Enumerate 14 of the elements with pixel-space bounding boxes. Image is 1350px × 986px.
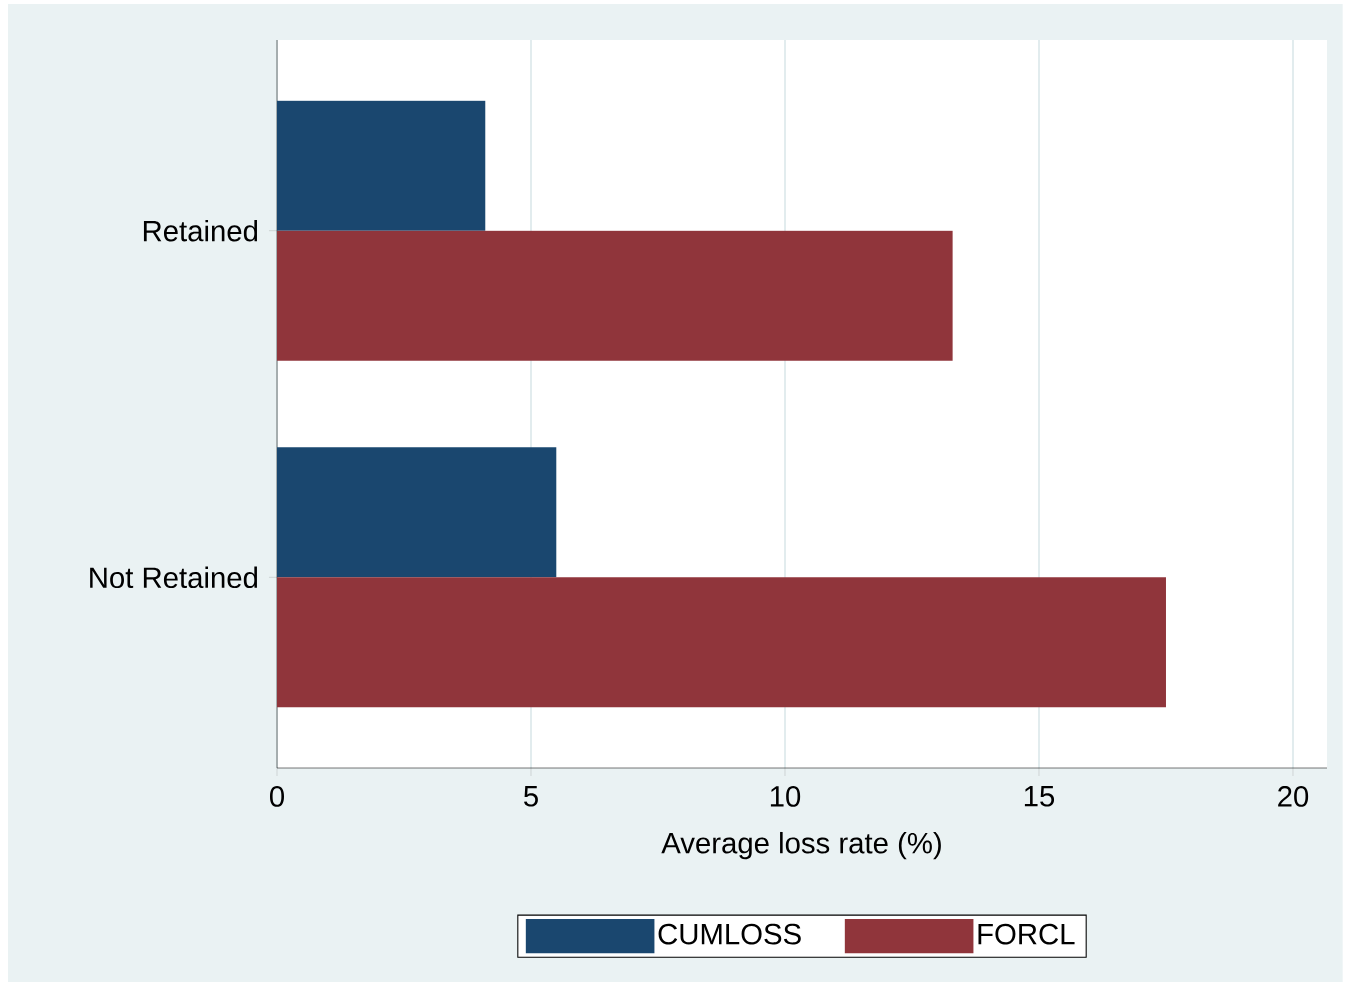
x-tick-label: 20	[1278, 786, 1309, 807]
bar	[277, 577, 1166, 708]
legend-label: FORCL	[978, 923, 1075, 945]
x-tick-label: 0	[269, 786, 284, 807]
bar	[277, 230, 953, 361]
x-tick-label: 15	[1024, 786, 1055, 807]
x-tick-label: 10	[770, 786, 801, 807]
bar	[277, 447, 557, 578]
x-axis-title: Average loss rate (%)	[661, 831, 941, 860]
x-tick-label: 5	[524, 786, 538, 807]
y-tick-label: Not Retained	[90, 566, 258, 589]
y-tick-label: Retained	[143, 219, 258, 242]
legend-label: CUMLOSS	[658, 923, 801, 945]
bar	[277, 100, 486, 231]
